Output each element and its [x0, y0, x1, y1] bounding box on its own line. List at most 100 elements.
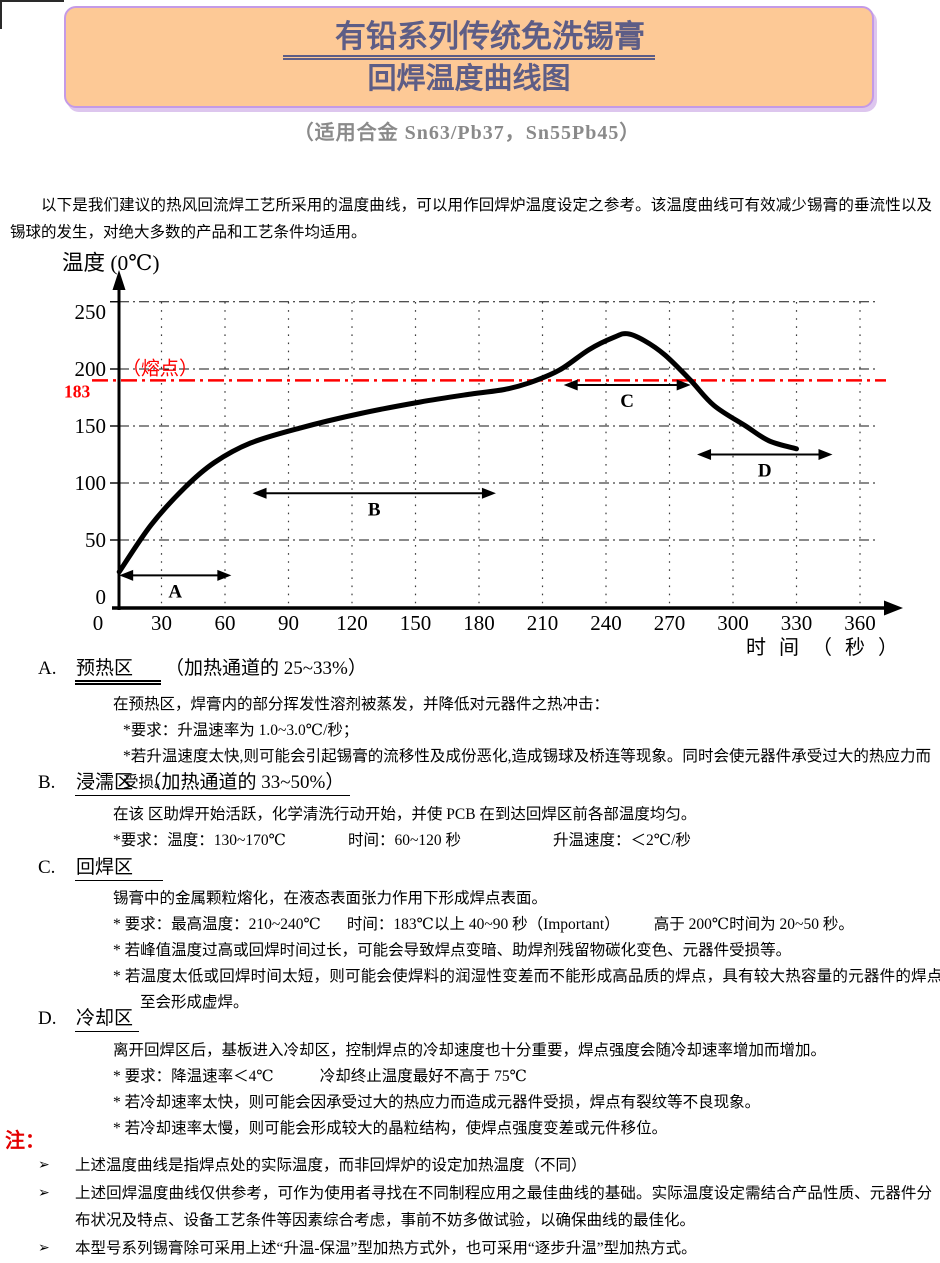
zone-arrowhead-right — [481, 487, 496, 499]
notes-list: ➢ 上述温度曲线是指焊点处的实际温度，而非回焊炉的设定加热温度（不同） ➢ 上述回焊温… — [38, 1152, 932, 1263]
section-text-line: 在预热区，焊膏内的部分挥发性溶剂被蒸发，并降低对元器件之热冲击： — [113, 696, 610, 713]
arrow-bullet-icon: ➢ — [38, 1241, 50, 1256]
chart-grid — [119, 301, 877, 606]
note-item: ➢ 上述回焊温度曲线仅供参考，可作为使用者寻找在不同制程应用之最佳曲线的基础。实际… — [38, 1180, 932, 1234]
x-tick-label: 90 — [278, 611, 299, 635]
y-tick-label: 150 — [75, 414, 107, 438]
temperature-curve — [116, 331, 799, 575]
section-text-line: 在该 区助焊开始活跃，化学清洗行动开始，并使 PCB 在到达回焊区前各部温度均匀… — [113, 806, 697, 823]
section-body-B: 在该 区助焊开始活跃，化学清洗行动开始，并使 PCB 在到达回焊区前各部温度均匀… — [0, 802, 940, 854]
x-tick-label: 30 — [151, 611, 172, 635]
zone-arrowhead-left — [563, 379, 578, 391]
y-tick-label: 200 — [75, 357, 107, 381]
title-underline: 有铅系列传统免洗锡膏 — [283, 19, 655, 60]
section-text-line: * 要求：降温速率＜4℃ 冷却终止温度最好不高于 75℃ — [113, 1064, 931, 1090]
y-tick-label: 100 — [75, 471, 107, 495]
zone-C: C — [563, 379, 691, 412]
section-index: C. — [38, 857, 56, 878]
section-heading-D: D. 冷却区 — [0, 1006, 930, 1032]
x-tick-label: 120 — [336, 611, 368, 635]
zone-arrowhead-right — [818, 449, 833, 460]
melting-point-label: （熔点） — [122, 357, 198, 379]
x-tick-label: 210 — [527, 611, 559, 635]
zone-arrowhead-left — [697, 449, 712, 460]
note-item: ➢ 上述温度曲线是指焊点处的实际温度，而非回焊炉的设定加热温度（不同） — [38, 1152, 932, 1179]
zone-label: C — [620, 391, 634, 412]
section-heading-B: B. 浸濡区 （加热通道的 33~50%） — [0, 770, 930, 796]
section-text-line: *要求：升温速率为 1.0~3.0℃/秒； — [123, 722, 359, 739]
subtitle-alloy: （适用合金 Sn63/Pb37，Sn55Pb45） — [293, 122, 641, 144]
title-box: 有铅系列传统免洗锡膏 回焊温度曲线图 — [64, 6, 874, 108]
section-body-A: 在预热区，焊膏内的部分挥发性溶剂被蒸发，并降低对元器件之热冲击： *要求：升温速率… — [0, 692, 940, 796]
page-edge-mark-horizontal — [0, 0, 64, 2]
intro-paragraph: 以下是我们建议的热风回流焊工艺所采用的温度曲线，可以用作回焊炉温度设定之参考。该… — [10, 197, 932, 241]
zone-label: B — [368, 499, 381, 520]
x-tick-label: 240 — [590, 611, 622, 635]
y-axis-title: 温度 (0℃) — [62, 251, 160, 275]
zone-label: D — [758, 461, 772, 482]
requirement-segment: *要求：温度：130~170℃ — [113, 832, 286, 849]
section-title-suffix: （加热通道的 25~33%） — [165, 658, 367, 679]
document-title-line1: 有铅系列传统免洗锡膏 — [66, 17, 872, 60]
section-body-D: 离开回焊区后，基板进入冷却区，控制焊点的冷却速度也十分重要，焊点强度会随冷却速率… — [0, 1038, 940, 1142]
zone-D: D — [697, 449, 833, 482]
note-text: 本型号系列锡膏除可采用上述“升温-保温”型加热方式外，也可采用“逐步升温”型加热… — [75, 1240, 697, 1257]
section-text-line: *要求：温度：130~170℃ 时间：60~120 秒 升温速度：＜2℃/秒 — [113, 828, 931, 854]
x-tick-label: 60 — [215, 611, 236, 635]
arrow-bullet-icon: ➢ — [38, 1186, 50, 1201]
x-tick-label: 270 — [654, 611, 686, 635]
section-text-line: *若升温速度太快,则可能会引起锡膏的流移性及成份恶化,造成锡球及桥连等现象。同时… — [123, 748, 931, 791]
x-tick-label: 360 — [844, 611, 876, 635]
section-title: 预热区 — [75, 658, 162, 685]
note-item: ➢ 本型号系列锡膏除可采用上述“升温-保温”型加热方式外，也可采用“逐步升温”型加… — [38, 1235, 932, 1262]
requirement-segment: 时间：60~120 秒 — [347, 832, 461, 849]
x-axis-title: 时 间 （ 秒 ） — [746, 636, 902, 659]
x-tick-label: 330 — [781, 611, 813, 635]
x-tick-label: 150 — [400, 611, 432, 635]
section-heading-A: A. 预热区 （加热通道的 25~33%） — [0, 656, 930, 685]
section-index: D. — [38, 1008, 57, 1029]
section-index: A. — [38, 658, 57, 679]
section-text-line: * 要求：最高温度：210~240℃ 时间：183℃以上 40~90 秒（Impo… — [113, 912, 931, 938]
requirement-segment: 高于 200℃时间为 20~50 秒。 — [653, 916, 854, 933]
melting-point-line: （熔点） 183 — [64, 357, 886, 401]
y-tick-label: 250 — [75, 300, 107, 324]
zone-arrowhead-right — [676, 379, 691, 391]
zone-label: A — [168, 581, 182, 602]
x-tick-label: 300 — [717, 611, 749, 635]
zone-arrowhead-right — [217, 569, 232, 581]
section-body-C: 锡膏中的金属颗粒熔化，在液态表面张力作用下形成焊点表面。 * 要求：最高温度：21… — [0, 886, 940, 1016]
section-text-line: * 若冷却速率太慢，则可能会形成较大的晶粒结构，使焊点强度变差或元件移位。 — [113, 1120, 668, 1137]
section-text-line: * 若冷却速率太快，则可能会因承受过大的热应力而造成元器件受损，焊点有裂纹等不良… — [113, 1094, 761, 1111]
section-text-line: 锡膏中的金属颗粒熔化，在液态表面张力作用下形成焊点表面。 — [113, 890, 548, 907]
document-title-line2: 回焊温度曲线图 — [367, 63, 571, 95]
arrow-bullet-icon: ➢ — [38, 1158, 50, 1173]
section-title: 浸濡区 （加热通道的 33~50%） — [75, 772, 351, 796]
requirement-segment: * 要求：最高温度：210~240℃ — [113, 916, 321, 933]
section-text-line: * 若温度太低或回焊时间太短，则可能会使焊料的润湿性变差而不能形成高品质的焊点，… — [113, 968, 940, 1011]
zone-B: B — [252, 487, 496, 520]
melting-point-value: 183 — [64, 381, 91, 401]
requirement-segment: 升温速度：＜2℃/秒 — [553, 832, 691, 849]
note-text: 上述温度曲线是指焊点处的实际温度，而非回焊炉的设定加热温度（不同） — [75, 1157, 587, 1174]
chart-tick-labels: 0 50 100 150 200 250 0 30 60 90 120 150 180 210 240 270… — [62, 251, 902, 659]
section-title: 冷却区 — [75, 1008, 140, 1032]
requirement-segment: 冷却终止温度最好不高于 75℃ — [319, 1068, 527, 1085]
title-rest: 系列传统免洗锡膏 — [397, 19, 645, 54]
zone-arrowhead-left — [252, 487, 267, 499]
section-title: 回焊区 — [75, 857, 164, 881]
requirement-segment: 时间：183℃以上 40~90 秒（Important） — [346, 916, 620, 933]
note-text: 上述回焊温度曲线仅供参考，可作为使用者寻找在不同制程应用之最佳曲线的基础。实际温… — [75, 1185, 932, 1229]
section-text-line: 离开回焊区后，基板进入冷却区，控制焊点的冷却速度也十分重要，焊点强度会随冷却速率… — [113, 1042, 827, 1059]
section-heading-C: C. 回焊区 — [0, 855, 930, 881]
y-axis-arrowhead — [112, 270, 126, 290]
notes-label: 注： — [5, 1130, 45, 1152]
section-text-line: * 若峰值温度过高或回焊时间过长，可能会导致焊点变暗、助焊剂残留物碳化变色、元器… — [113, 942, 792, 959]
zone-arrows: A B C D — [119, 379, 833, 602]
section-index: B. — [38, 772, 56, 793]
x-tick-label: 0 — [93, 611, 104, 635]
y-tick-label: 0 — [96, 585, 107, 609]
y-tick-label: 50 — [85, 528, 106, 552]
x-axis-arrowhead — [884, 600, 903, 616]
